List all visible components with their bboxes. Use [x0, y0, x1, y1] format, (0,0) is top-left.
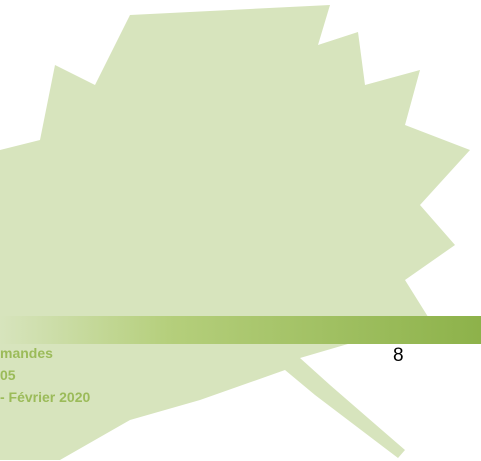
footer-line: - Février 2020 [0, 389, 90, 405]
footer-line: mandes [0, 345, 53, 361]
footer-bar [0, 316, 481, 344]
page: mandes 05 - Février 2020 8 (() => { cons… [0, 0, 481, 461]
page-number: 8 [393, 345, 404, 367]
footer-line: 05 [0, 367, 16, 383]
